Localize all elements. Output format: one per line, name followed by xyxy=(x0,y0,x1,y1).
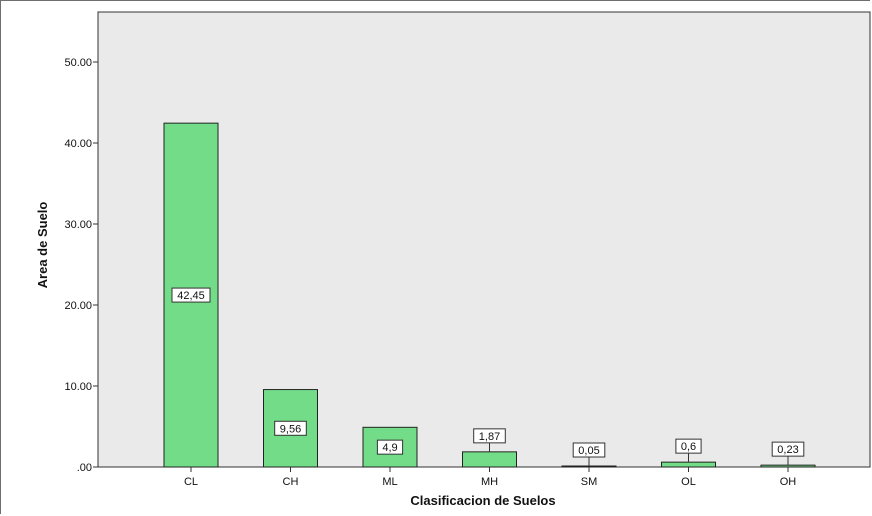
data-label: 0,6 xyxy=(681,441,696,453)
x-tick-label: ML xyxy=(382,476,397,488)
x-tick-label: SM xyxy=(581,476,598,488)
y-tick-label: .00 xyxy=(77,462,92,474)
y-tick-label: 30.00 xyxy=(64,219,92,231)
bar-ol xyxy=(661,461,716,468)
data-label-box xyxy=(376,439,404,455)
x-tick-label: CL xyxy=(184,476,198,488)
data-label-box xyxy=(473,428,506,444)
y-tick-label: 10.00 xyxy=(64,381,92,393)
y-tick-label: 20.00 xyxy=(64,300,92,312)
bar-oh xyxy=(760,464,816,468)
data-label-box xyxy=(274,420,307,436)
x-axis: CL CH ML MH SM OL OH xyxy=(184,467,796,488)
data-label: 1,87 xyxy=(479,431,500,443)
y-axis-title: Area de Suelo xyxy=(35,202,50,289)
y-tick-label: 50.00 xyxy=(64,57,92,69)
data-label-box xyxy=(771,441,805,457)
x-axis-title: Clasificacion de Suelos xyxy=(410,493,555,508)
bar-mh xyxy=(462,451,517,468)
bars-group: 42,45 9,56 4,9 1,87 0,05 0,6 0,23 xyxy=(163,122,816,468)
bar-sm xyxy=(561,465,617,468)
data-label: 42,45 xyxy=(177,290,205,302)
data-label-box xyxy=(675,438,702,454)
data-label: 9,56 xyxy=(280,423,301,435)
data-label: 0,05 xyxy=(578,445,599,457)
data-label-box xyxy=(572,442,606,458)
data-label: 4,9 xyxy=(382,442,397,454)
data-label-box xyxy=(171,287,211,303)
x-tick-label: OH xyxy=(780,476,797,488)
plot-area xyxy=(97,11,871,468)
x-tick-label: CH xyxy=(283,476,299,488)
y-tick-label: 40.00 xyxy=(64,138,92,150)
x-tick-label: MH xyxy=(481,476,498,488)
data-label: 0,23 xyxy=(777,444,798,456)
y-axis: .00 10.00 20.00 30.00 40.00 50.00 xyxy=(64,57,98,474)
x-tick-label: OL xyxy=(681,476,696,488)
